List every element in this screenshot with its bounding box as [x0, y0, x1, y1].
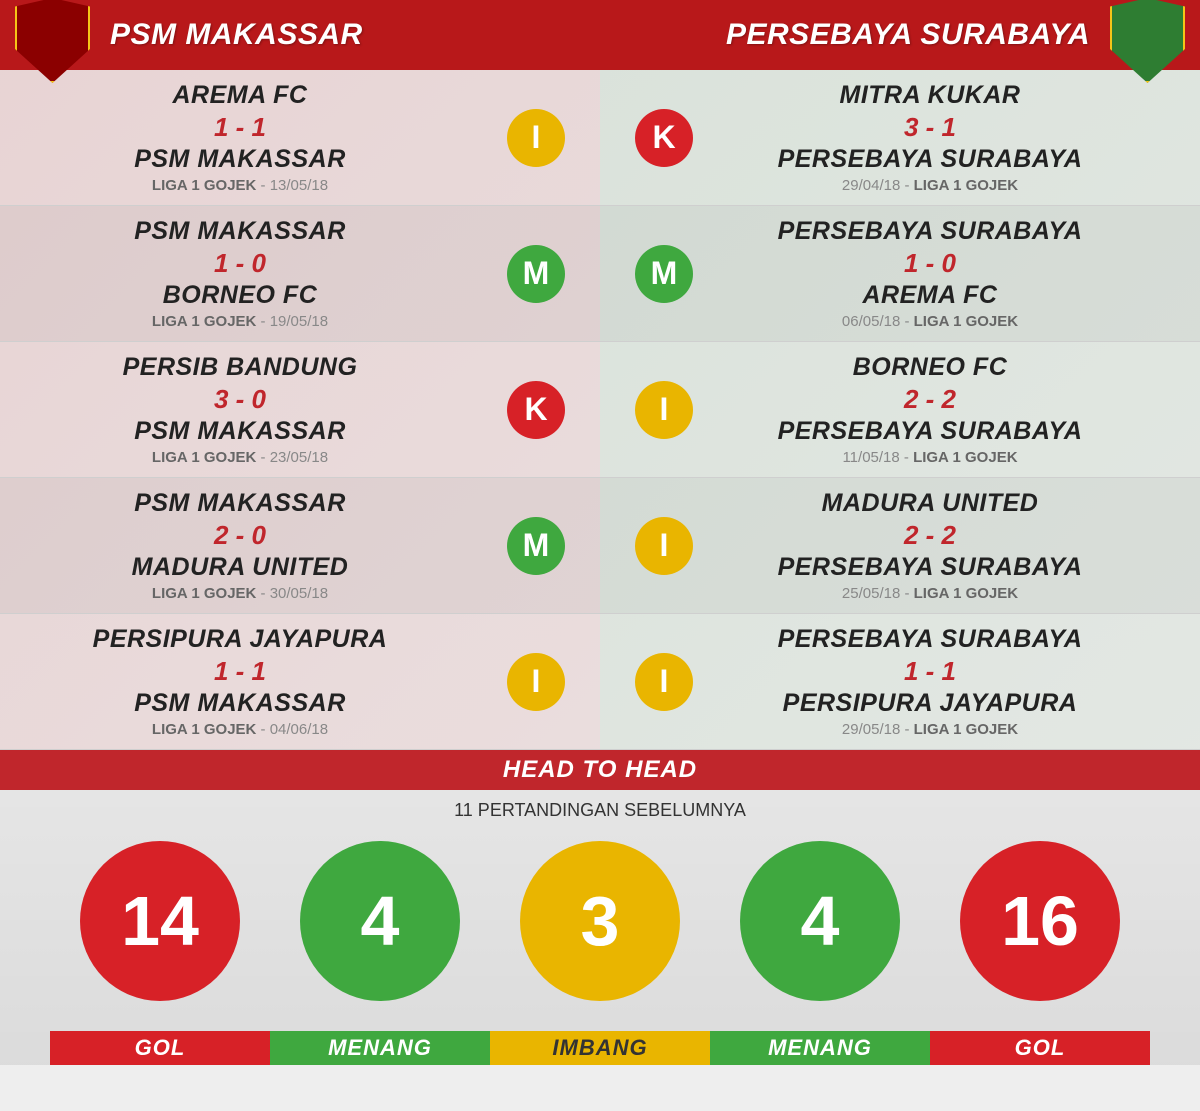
match-away-team: PSM MAKASSAR — [30, 145, 450, 174]
result-badge: K — [635, 109, 693, 167]
match-meta: LIGA 1 GOJEK - 23/05/18 — [30, 449, 450, 466]
h2h-circle: 4 — [740, 841, 900, 1001]
h2h-circle: 3 — [520, 841, 680, 1001]
match-home-team: BORNEO FC — [720, 353, 1140, 382]
match-info: PSM MAKASSAR2 - 0MADURA UNITED LIGA 1 GOJ… — [30, 489, 450, 602]
match-info: PERSIB BANDUNG3 - 0PSM MAKASSAR LIGA 1 GO… — [30, 353, 450, 466]
match-score: 1 - 0 — [720, 248, 1140, 279]
match-home-team: MITRA KUKAR — [720, 81, 1140, 110]
legend-item: MENANG — [710, 1031, 930, 1065]
h2h-subtitle: 11 PERTANDINGAN SEBELUMNYA — [0, 790, 1200, 841]
team-left-title: PSM MAKASSAR — [110, 18, 363, 52]
legend-item: IMBANG — [490, 1031, 710, 1065]
match-info: PERSIPURA JAYAPURA1 - 1PSM MAKASSAR LIGA … — [30, 625, 450, 738]
match-row: PERSEBAYA SURABAYA1 - 1PERSIPURA JAYAPUR… — [600, 614, 1200, 750]
legend-item: MENANG — [270, 1031, 490, 1065]
match-meta: 29/05/18 - LIGA 1 GOJEK — [720, 721, 1140, 738]
result-badge: M — [635, 245, 693, 303]
match-info: MITRA KUKAR3 - 1PERSEBAYA SURABAYA 29/04/… — [720, 81, 1140, 194]
match-row: MADURA UNITED2 - 2PERSEBAYA SURABAYA 25/0… — [600, 478, 1200, 614]
h2h-circle: 16 — [960, 841, 1120, 1001]
team-right-title: PERSEBAYA SURABAYA — [726, 18, 1090, 52]
h2h-circles-row: 14 434 16 — [0, 841, 1200, 1001]
match-home-team: AREMA FC — [30, 81, 450, 110]
result-badge: M — [507, 245, 565, 303]
team-logo-right — [1105, 0, 1190, 83]
result-badge: I — [635, 653, 693, 711]
match-row: PSM MAKASSAR2 - 0MADURA UNITED LIGA 1 GOJ… — [0, 478, 600, 614]
match-score: 2 - 0 — [30, 520, 450, 551]
match-meta: LIGA 1 GOJEK - 19/05/18 — [30, 313, 450, 330]
match-home-team: PERSIB BANDUNG — [30, 353, 450, 382]
right-matches-column: MITRA KUKAR3 - 1PERSEBAYA SURABAYA29/04/… — [600, 70, 1200, 750]
match-score: 3 - 1 — [720, 112, 1140, 143]
h2h-legend-row: GOLMENANGIMBANGMENANGGOL — [50, 1031, 1150, 1065]
match-away-team: PSM MAKASSAR — [30, 689, 450, 718]
match-home-team: MADURA UNITED — [720, 489, 1140, 518]
match-score: 1 - 1 — [30, 112, 450, 143]
match-row: MITRA KUKAR3 - 1PERSEBAYA SURABAYA 29/04/… — [600, 70, 1200, 206]
match-meta: LIGA 1 GOJEK - 13/05/18 — [30, 177, 450, 194]
match-row: PERSIPURA JAYAPURA1 - 1PSM MAKASSAR LIGA … — [0, 614, 600, 750]
match-info: AREMA FC1 - 1PSM MAKASSAR LIGA 1 GOJEK - … — [30, 81, 450, 194]
match-meta: 25/05/18 - LIGA 1 GOJEK — [720, 585, 1140, 602]
h2h-circle: 14 — [80, 841, 240, 1001]
h2h-section: HEAD TO HEAD 11 PERTANDINGAN SEBELUMNYA … — [0, 750, 1200, 1065]
match-score: 1 - 0 — [30, 248, 450, 279]
match-row: BORNEO FC2 - 2PERSEBAYA SURABAYA 11/05/18… — [600, 342, 1200, 478]
left-matches-column: AREMA FC1 - 1PSM MAKASSARLIGA 1 GOJEK - … — [0, 70, 600, 750]
match-meta: LIGA 1 GOJEK - 30/05/18 — [30, 585, 450, 602]
match-meta: 29/04/18 - LIGA 1 GOJEK — [720, 177, 1140, 194]
match-away-team: PERSEBAYA SURABAYA — [720, 553, 1140, 582]
match-away-team: AREMA FC — [720, 281, 1140, 310]
match-row: PSM MAKASSAR1 - 0BORNEO FC LIGA 1 GOJEK -… — [0, 206, 600, 342]
team-logo-left — [10, 0, 95, 83]
h2h-circle: 4 — [300, 841, 460, 1001]
match-score: 1 - 1 — [720, 656, 1140, 687]
match-info: MADURA UNITED2 - 2PERSEBAYA SURABAYA 25/0… — [720, 489, 1140, 602]
match-away-team: BORNEO FC — [30, 281, 450, 310]
match-score: 2 - 2 — [720, 520, 1140, 551]
result-badge: I — [635, 381, 693, 439]
match-row: PERSIB BANDUNG3 - 0PSM MAKASSAR LIGA 1 GO… — [0, 342, 600, 478]
match-info: PERSEBAYA SURABAYA1 - 1PERSIPURA JAYAPUR… — [720, 625, 1140, 738]
match-score: 2 - 2 — [720, 384, 1140, 415]
result-badge: M — [507, 517, 565, 575]
legend-item: GOL — [930, 1031, 1150, 1065]
match-score: 1 - 1 — [30, 656, 450, 687]
match-meta: 11/05/18 - LIGA 1 GOJEK — [720, 449, 1140, 466]
match-away-team: PSM MAKASSAR — [30, 417, 450, 446]
match-score: 3 - 0 — [30, 384, 450, 415]
match-home-team: PERSEBAYA SURABAYA — [720, 217, 1140, 246]
match-row: AREMA FC1 - 1PSM MAKASSAR LIGA 1 GOJEK - … — [0, 70, 600, 206]
match-home-team: PERSEBAYA SURABAYA — [720, 625, 1140, 654]
match-meta: 06/05/18 - LIGA 1 GOJEK — [720, 313, 1140, 330]
result-badge: I — [635, 517, 693, 575]
matches-container: AREMA FC1 - 1PSM MAKASSARLIGA 1 GOJEK - … — [0, 70, 1200, 750]
match-meta: LIGA 1 GOJEK - 04/06/18 — [30, 721, 450, 738]
match-info: PERSEBAYA SURABAYA1 - 0AREMA FC 06/05/18 … — [720, 217, 1140, 330]
match-away-team: PERSEBAYA SURABAYA — [720, 417, 1140, 446]
result-badge: K — [507, 381, 565, 439]
match-home-team: PERSIPURA JAYAPURA — [30, 625, 450, 654]
match-away-team: MADURA UNITED — [30, 553, 450, 582]
match-away-team: PERSEBAYA SURABAYA — [720, 145, 1140, 174]
match-info: PSM MAKASSAR1 - 0BORNEO FC LIGA 1 GOJEK -… — [30, 217, 450, 330]
match-home-team: PSM MAKASSAR — [30, 217, 450, 246]
match-home-team: PSM MAKASSAR — [30, 489, 450, 518]
match-away-team: PERSIPURA JAYAPURA — [720, 689, 1140, 718]
match-info: BORNEO FC2 - 2PERSEBAYA SURABAYA 11/05/18… — [720, 353, 1140, 466]
result-badge: I — [507, 109, 565, 167]
result-badge: I — [507, 653, 565, 711]
header-bar: PSM MAKASSAR PERSEBAYA SURABAYA — [0, 0, 1200, 70]
match-row: PERSEBAYA SURABAYA1 - 0AREMA FC 06/05/18 … — [600, 206, 1200, 342]
h2h-title: HEAD TO HEAD — [0, 750, 1200, 790]
legend-item: GOL — [50, 1031, 270, 1065]
